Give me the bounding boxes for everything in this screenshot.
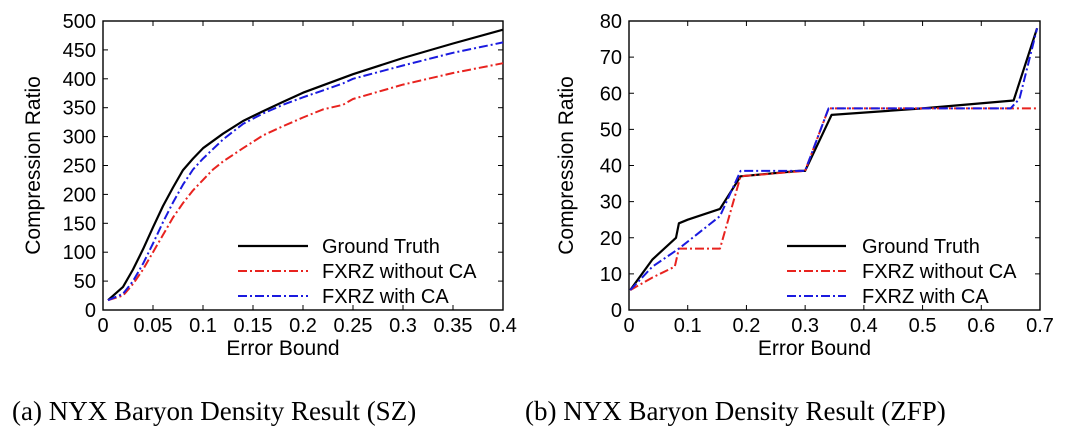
x-tick-label: 0.35: [434, 315, 473, 337]
x-tick-label: 0: [623, 315, 634, 337]
y-tick-label: 50: [74, 271, 96, 293]
x-tick-label: 0.4: [850, 315, 878, 337]
figure-caption: (a) NYX Baryon Density Result (SZ): [12, 396, 416, 426]
x-tick-label: 0.3: [389, 315, 417, 337]
series-line-fxrz-without-ca: [629, 107, 1038, 291]
y-tick-label: 30: [600, 192, 622, 214]
y-axis-label: Compression Ratio: [555, 76, 578, 255]
x-tick-label: 0.05: [134, 315, 173, 337]
x-tick-label: 0.15: [234, 315, 273, 337]
chart-panel-b: 0 0.1 0.2 0.3 0.4 0.5 0.6 0.7 0 10 20 30 40 50 60 70 80 E…: [525, 11, 1054, 426]
legend-label: Ground Truth: [862, 236, 980, 258]
y-tick-label: 400: [63, 69, 96, 91]
x-tick-label: 0.6: [967, 315, 995, 337]
x-tick-label: 0.2: [289, 315, 317, 337]
y-tick-label: 50: [600, 119, 622, 141]
x-tick-label: 0.5: [909, 315, 937, 337]
x-tick-label: 0.7: [1026, 315, 1054, 337]
x-tick-label: 0.25: [334, 315, 373, 337]
series-line-ground-truth: [107, 28, 504, 302]
y-tick-label: 350: [63, 98, 96, 120]
y-tick-label: 500: [63, 11, 96, 33]
series-line-fxrz-without-ca: [107, 62, 504, 302]
x-axis-label: Error Bound: [226, 337, 339, 360]
legend-label: FXRZ without CA: [322, 261, 477, 283]
figure-caption: (b) NYX Baryon Density Result (ZFP): [525, 396, 946, 426]
x-axis-label: Error Bound: [758, 337, 871, 360]
y-tick-label: 80: [600, 11, 622, 33]
y-tick-label: 60: [600, 83, 622, 105]
legend-label: FXRZ with CA: [862, 286, 989, 308]
series-line-fxrz-with-ca: [107, 41, 504, 302]
x-tick-label: 0.1: [189, 315, 217, 337]
legend-label: FXRZ without CA: [862, 261, 1017, 283]
y-tick-label: 450: [63, 40, 96, 62]
y-tick-label: 70: [600, 47, 622, 69]
y-tick-label: 0: [611, 300, 622, 322]
legend-label: FXRZ with CA: [322, 286, 449, 308]
y-tick-label: 200: [63, 184, 96, 206]
x-tick-label: 0.2: [733, 315, 761, 337]
x-tick-label: 0.1: [674, 315, 702, 337]
y-tick-label: 10: [600, 264, 622, 286]
y-tick-label: 40: [600, 156, 622, 178]
x-tick-label: 0: [97, 315, 108, 337]
chart-panel-a: 0 0.05 0.1 0.15 0.2 0.25 0.3 0.35 0.405010015020…: [12, 11, 517, 426]
y-tick-label: 20: [600, 228, 622, 250]
y-tick-label: 250: [63, 156, 96, 178]
x-tick-label: 0.4: [489, 315, 517, 337]
y-tick-label: 300: [63, 127, 96, 149]
y-axis-label: Compression Ratio: [22, 76, 45, 255]
y-tick-label: 0: [85, 300, 96, 322]
y-tick-label: 100: [63, 242, 96, 264]
legend-label: Ground Truth: [322, 236, 440, 258]
x-tick-label: 0.3: [791, 315, 819, 337]
y-tick-label: 150: [63, 213, 96, 235]
